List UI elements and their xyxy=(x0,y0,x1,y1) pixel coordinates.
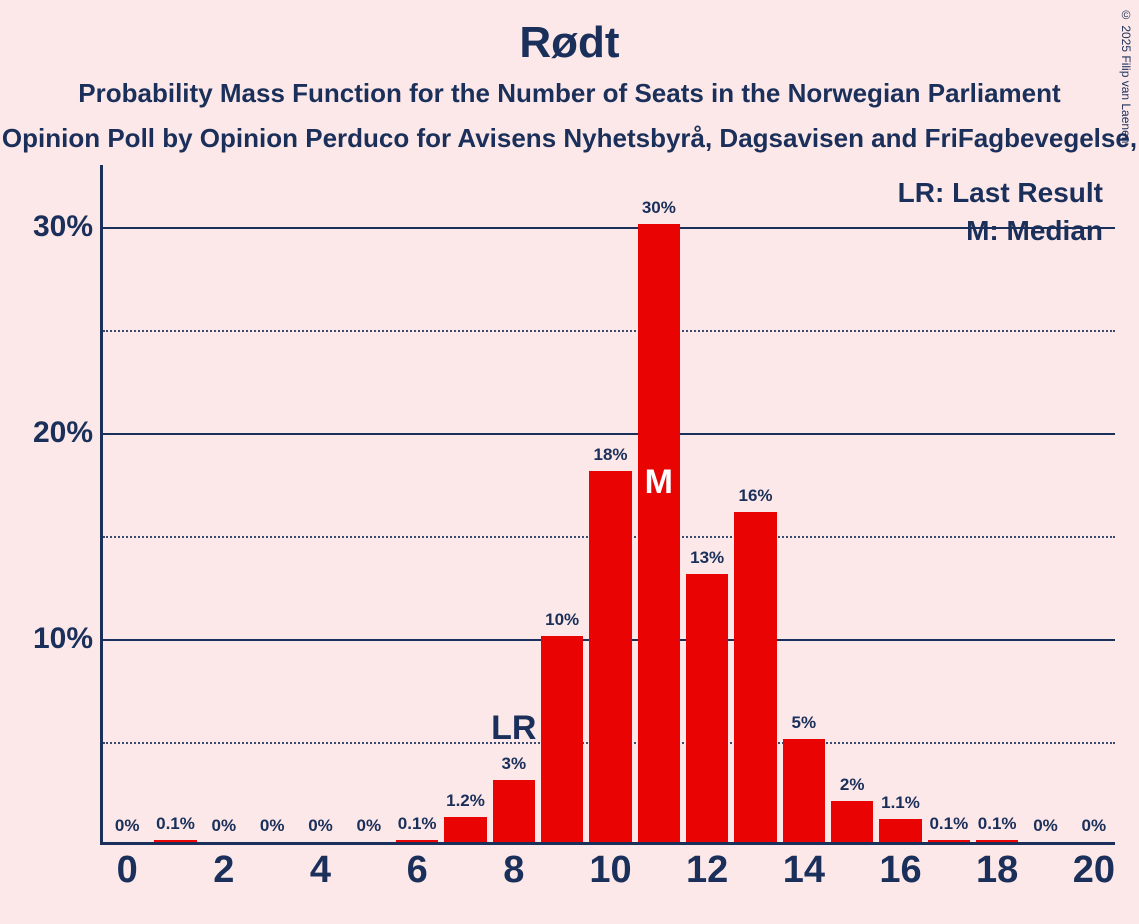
chart-subtitle: Probability Mass Function for the Number… xyxy=(0,78,1139,109)
lr-marker: LR xyxy=(491,709,536,748)
chart-subtitle-2: Opinion Poll by Opinion Perduco for Avis… xyxy=(0,123,1139,154)
bar xyxy=(928,840,971,842)
gridline-major xyxy=(103,227,1115,229)
bar xyxy=(444,817,487,842)
x-axis-label: 16 xyxy=(879,849,921,892)
y-axis-label: 10% xyxy=(33,622,93,656)
bar xyxy=(638,224,681,842)
bar xyxy=(154,840,197,842)
bar-value-label: 0.1% xyxy=(929,814,968,834)
bar xyxy=(879,819,922,842)
plot-area: LR: Last Result M: Median 10%20%30%02468… xyxy=(100,165,1115,845)
bar-value-label: 30% xyxy=(642,198,676,218)
x-axis-label: 0 xyxy=(117,849,138,892)
bar-value-label: 13% xyxy=(690,548,724,568)
bar-value-label: 0.1% xyxy=(156,814,195,834)
bar-value-label: 5% xyxy=(792,713,817,733)
bar xyxy=(589,471,632,842)
bar-value-label: 16% xyxy=(738,486,772,506)
bar xyxy=(976,840,1019,842)
bar-value-label: 0% xyxy=(357,816,382,836)
median-marker: M xyxy=(645,463,673,502)
x-axis-label: 10 xyxy=(589,849,631,892)
bar-value-label: 0% xyxy=(1033,816,1058,836)
bar-value-label: 0.1% xyxy=(978,814,1017,834)
bar xyxy=(493,780,536,842)
bar-value-label: 0% xyxy=(260,816,285,836)
bar xyxy=(396,840,439,842)
bar-value-label: 1.2% xyxy=(446,791,485,811)
x-axis-label: 12 xyxy=(686,849,728,892)
bar-value-label: 2% xyxy=(840,775,865,795)
bar-value-label: 0% xyxy=(308,816,333,836)
bar xyxy=(541,636,584,842)
x-axis-label: 8 xyxy=(503,849,524,892)
x-axis-label: 4 xyxy=(310,849,331,892)
x-axis-label: 20 xyxy=(1073,849,1115,892)
x-axis-label: 14 xyxy=(783,849,825,892)
copyright-text: © 2025 Filip van Laenen xyxy=(1119,8,1133,143)
legend-lr: LR: Last Result xyxy=(898,177,1103,209)
bar xyxy=(831,801,874,842)
gridline-major xyxy=(103,433,1115,435)
bar-value-label: 10% xyxy=(545,610,579,630)
x-axis-label: 2 xyxy=(213,849,234,892)
bar xyxy=(734,512,777,842)
chart-container: LR: Last Result M: Median 10% 20% 30% 0 2 4 6 8… xyxy=(30,155,1130,915)
legend-m: M: Median xyxy=(966,215,1103,247)
x-axis-label: 6 xyxy=(407,849,428,892)
y-axis-label: 20% xyxy=(33,416,93,450)
y-axis-label: 30% xyxy=(33,210,93,244)
bar-value-label: 18% xyxy=(593,445,627,465)
chart-title: Rødt xyxy=(0,0,1139,68)
gridline-minor xyxy=(103,330,1115,332)
bar-value-label: 0.1% xyxy=(398,814,437,834)
bar-value-label: 1.1% xyxy=(881,793,920,813)
x-axis-label: 18 xyxy=(976,849,1018,892)
bar-value-label: 0% xyxy=(115,816,140,836)
bar xyxy=(783,739,826,842)
bar xyxy=(686,574,729,842)
bar-value-label: 0% xyxy=(1082,816,1107,836)
bar-value-label: 0% xyxy=(212,816,237,836)
bar-value-label: 3% xyxy=(502,754,527,774)
